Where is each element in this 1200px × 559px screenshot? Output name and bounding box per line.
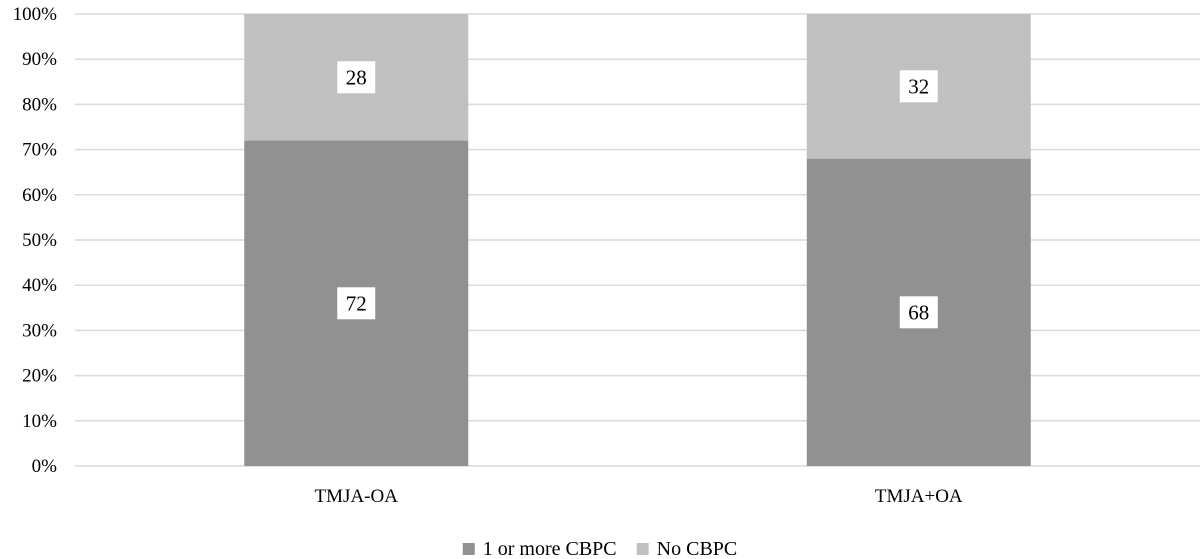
legend-label: No CBPC [657,538,738,559]
y-tick-label: 0% [32,456,58,477]
legend-swatch [636,543,649,555]
data-label-box [337,287,376,320]
x-tick-label: TMJA+OA [875,486,963,507]
data-labels: 72 28 68 32 [337,61,938,329]
data-label: 28 [346,65,367,89]
y-tick-label: 100% [13,4,58,25]
x-axis-ticks: TMJA-OA TMJA+OA [315,486,963,507]
y-tick-label: 40% [22,275,57,296]
y-axis-ticks: 0% 10% 20% 30% 40% 50% 60% 70% 80% 90% 100% [13,4,58,477]
gridlines [75,13,1200,467]
data-label: 72 [346,291,367,315]
legend-swatch [462,543,475,555]
y-tick-label: 90% [22,49,57,70]
data-label-box [899,296,938,329]
legend-label: 1 or more CBPC [483,538,617,559]
data-label-box [337,61,376,94]
data-label: 32 [908,74,929,98]
x-tick-label: TMJA-OA [315,486,399,507]
data-label: 68 [908,300,929,324]
y-tick-label: 20% [22,366,57,387]
y-tick-label: 10% [22,411,57,432]
y-tick-label: 60% [22,185,57,206]
data-label-box [899,70,938,103]
legend: 1 or more CBPC No CBPC [462,538,738,559]
y-tick-label: 30% [22,320,57,341]
y-tick-label: 70% [22,140,57,161]
y-tick-label: 80% [22,94,57,115]
y-tick-label: 50% [22,230,57,251]
